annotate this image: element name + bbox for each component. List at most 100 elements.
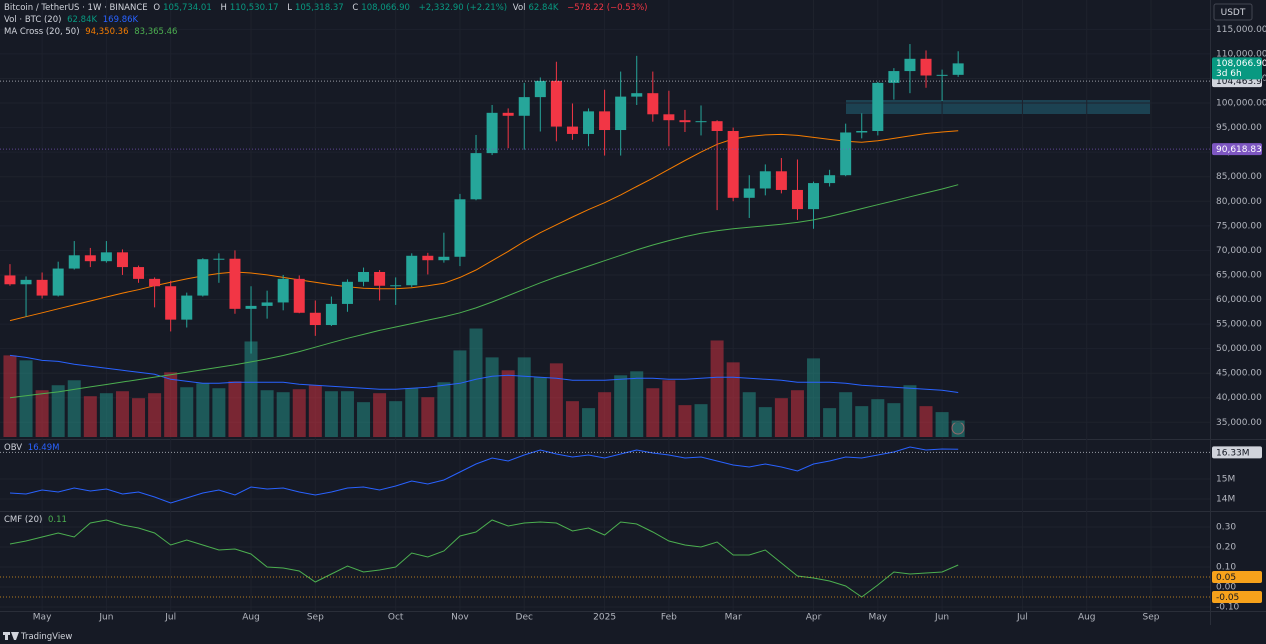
- volume-bar: [935, 412, 949, 437]
- ohlc-key: L: [287, 3, 292, 13]
- countdown: 3d 6h: [1216, 69, 1242, 79]
- y-tick-label: 60,000.00: [1216, 295, 1262, 305]
- candle-body: [872, 82, 884, 132]
- candle-body: [36, 279, 48, 296]
- y-tick-label: 80,000.00: [1216, 197, 1262, 207]
- volume-bar: [308, 385, 322, 437]
- price-badge-label: 0.05: [1216, 573, 1236, 583]
- ohlc: O 105,734.01: [153, 3, 214, 13]
- y-tick-label: 95,000.00: [1216, 123, 1262, 133]
- x-tick-label: Jun: [934, 613, 949, 623]
- legend-volume: Vol · BTC (20) 62.84K 169.86K: [4, 15, 141, 26]
- x-tick-label: Aug: [1078, 613, 1096, 623]
- candle-body: [68, 255, 80, 269]
- volume-bar: [83, 396, 97, 437]
- ohlc-value: 105,318.37: [294, 3, 344, 13]
- volume-bar: [742, 392, 756, 437]
- x-tick-label: Aug: [242, 613, 260, 623]
- volume-bar: [405, 388, 419, 437]
- currency-button[interactable]: [1213, 3, 1253, 21]
- ohlc: C 108,066.90: [352, 3, 413, 13]
- ohlc-value: 105,734.01: [163, 3, 212, 13]
- candle-body: [550, 80, 562, 127]
- volume-bar: [614, 375, 628, 437]
- extra-value: 62.84K: [528, 3, 559, 13]
- price-badge-label: 104,463.99: [1216, 77, 1266, 87]
- candle-body: [277, 278, 289, 303]
- ohlc: H 110,530.17: [220, 3, 281, 13]
- indicator-value: 94,350.36: [85, 27, 129, 37]
- ma-line: [9, 130, 959, 322]
- candle-body: [213, 258, 225, 260]
- ohlc-key: C: [352, 3, 359, 13]
- price-badge: [1212, 446, 1262, 459]
- volume-bar: [630, 371, 644, 437]
- candle-body: [116, 252, 128, 268]
- y-tick-label: 50,000.00: [1216, 344, 1262, 354]
- brand: TradingView: [20, 632, 72, 642]
- symbol: Bitcoin / TetherUS · 1W · BINANCE: [4, 3, 148, 13]
- y-tick-label: -0.10: [1216, 603, 1240, 613]
- volume-bar: [565, 401, 579, 437]
- volume-bar: [437, 382, 451, 437]
- volume-bar: [389, 401, 403, 437]
- volume-bar: [453, 350, 467, 437]
- candle-body: [615, 96, 627, 131]
- volume-bar: [807, 358, 821, 437]
- x-tick-label: Feb: [661, 613, 677, 623]
- y-tick-label: 14M: [1216, 495, 1235, 505]
- volume-bar: [373, 393, 387, 437]
- volume-bar: [19, 360, 33, 437]
- volume-bar: [710, 340, 724, 437]
- candle-body: [808, 183, 820, 210]
- volume-bar: [903, 385, 917, 437]
- candle-body: [502, 112, 514, 116]
- ohlc-key: H: [220, 3, 227, 13]
- volume-bar: [180, 387, 194, 437]
- volume-bar: [260, 390, 274, 437]
- y-tick-label: 115,000.00: [1216, 25, 1266, 35]
- price-badge-label: 90,618.83: [1216, 145, 1262, 155]
- candle-body: [165, 286, 177, 320]
- x-tick-label: May: [869, 613, 888, 623]
- volume-bar: [726, 362, 740, 437]
- volume-bar: [469, 328, 483, 437]
- y-tick-label: 65,000.00: [1216, 270, 1262, 280]
- candle-body: [20, 279, 32, 285]
- last-price-label: 108,066.90: [1216, 59, 1266, 69]
- x-tick-label: Mar: [725, 613, 742, 623]
- indicator-value: 62.84K: [67, 15, 98, 25]
- volume-bar: [485, 357, 499, 437]
- candle-body: [888, 71, 900, 83]
- y-tick-label: 110,000.00: [1216, 49, 1266, 59]
- volume-bar: [951, 420, 965, 437]
- volume-bar: [35, 390, 49, 437]
- candle-body: [245, 305, 257, 309]
- candle-body: [856, 131, 868, 133]
- y-tick-label: 70,000.00: [1216, 246, 1262, 256]
- ohlc: L 105,318.37: [287, 3, 346, 13]
- ohlc-value: 108,066.90: [361, 3, 410, 13]
- brand-logo: [3, 632, 19, 640]
- candle-body: [791, 189, 803, 210]
- volume-bar: [678, 405, 692, 437]
- candle-body: [936, 74, 948, 76]
- ohlc-key: O: [153, 3, 161, 13]
- volume-bar: [501, 370, 515, 437]
- indicator-value: 0.11: [48, 515, 67, 525]
- volume-bar: [694, 404, 708, 437]
- price-badge: [1212, 571, 1262, 583]
- candle-body: [293, 278, 305, 313]
- candle-body: [358, 271, 370, 282]
- x-tick-label: Apr: [806, 613, 822, 623]
- candle-body: [406, 255, 418, 286]
- x-tick-label: Jun: [98, 613, 113, 623]
- extra-change: −578.22 (−0.53%): [567, 3, 648, 13]
- volume-bar: [3, 355, 17, 437]
- candle-body: [52, 268, 64, 296]
- candle-body: [695, 121, 707, 123]
- legend-ma: MA Cross (20, 50) 94,350.36 83,365.46: [4, 27, 180, 38]
- x-tick-label: Oct: [388, 613, 404, 623]
- y-tick-label: 0.20: [1216, 543, 1236, 553]
